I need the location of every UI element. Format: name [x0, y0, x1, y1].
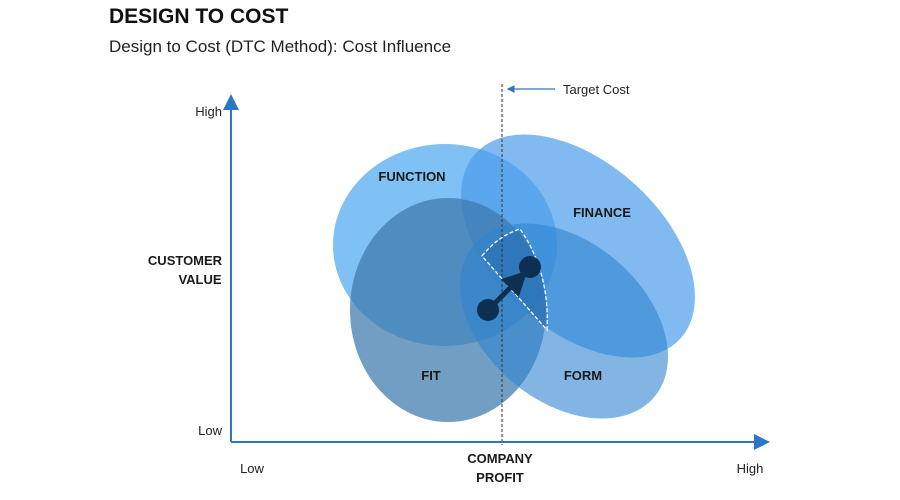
page-title: DESIGN TO COST: [109, 5, 289, 28]
page-subtitle: Design to Cost (DTC Method): Cost Influe…: [109, 37, 452, 56]
finance-label: FINANCE: [573, 205, 631, 220]
function-label: FUNCTION: [378, 169, 445, 184]
y-low-label: Low: [198, 423, 222, 438]
start-dot: [477, 299, 499, 321]
x-axis-title-line2: PROFIT: [476, 470, 524, 485]
y-axis-title-line1: CUSTOMER: [148, 253, 223, 268]
end-dot: [519, 256, 541, 278]
y-axis-title-line2: VALUE: [178, 272, 221, 287]
x-high-label: High: [737, 461, 764, 476]
x-axis-title-line1: COMPANY: [467, 451, 533, 466]
form-label: FORM: [564, 368, 602, 383]
y-high-label: High: [195, 104, 222, 119]
x-low-label: Low: [240, 461, 264, 476]
fit-label: FIT: [421, 368, 441, 383]
target-cost-label: Target Cost: [563, 82, 630, 97]
